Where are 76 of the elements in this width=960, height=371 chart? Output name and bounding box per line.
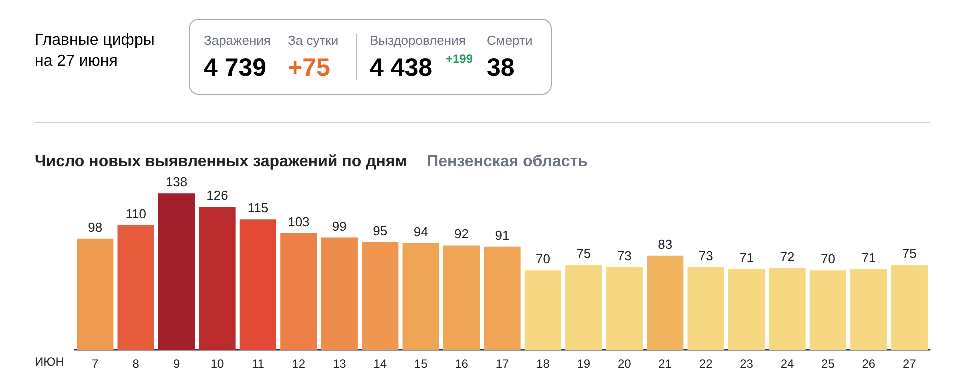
text: 38 <box>487 54 515 83</box>
data-label: 71 <box>740 250 754 266</box>
text: 4 739 <box>204 54 267 83</box>
bar <box>524 270 562 350</box>
bar <box>850 270 888 350</box>
data-label: 99 <box>332 218 347 234</box>
bar <box>118 225 154 350</box>
bar <box>280 233 318 350</box>
x-tick-label: 12 <box>292 357 306 371</box>
data-label: 71 <box>862 250 876 266</box>
text: Заражения <box>204 33 271 48</box>
bar <box>728 270 766 350</box>
bar <box>158 194 196 350</box>
x-tick-label: 11 <box>252 357 265 371</box>
text: Смерти <box>487 33 533 48</box>
x-tick-label: 19 <box>577 357 591 371</box>
data-label: 98 <box>88 220 103 235</box>
x-tick-label: 23 <box>740 357 754 371</box>
data-label: 83 <box>658 236 673 252</box>
bar <box>688 267 724 350</box>
bar <box>810 270 847 350</box>
data-label: 75 <box>576 246 592 261</box>
x-tick-label: 18 <box>536 357 550 371</box>
bar <box>647 256 684 350</box>
x-tick-label: 8 <box>132 357 140 371</box>
x-tick-label: 26 <box>862 357 876 371</box>
bar <box>606 267 643 350</box>
x-tick-label: 13 <box>332 357 347 371</box>
data-label: 73 <box>698 248 714 264</box>
x-tick-label: 17 <box>496 357 510 371</box>
x-tick-label: 15 <box>414 357 428 371</box>
data-label: 94 <box>414 224 428 240</box>
bar <box>484 246 521 350</box>
text: +75 <box>288 54 330 83</box>
x-tick-label: 20 <box>618 357 632 371</box>
x-tick-label: 24 <box>780 357 794 371</box>
data-label: 110 <box>126 206 146 222</box>
chart-title: Число новых выявленных заражений по дням <box>35 154 408 170</box>
bar <box>402 243 440 350</box>
data-label: 70 <box>536 252 550 267</box>
bar <box>240 220 277 350</box>
data-label: 72 <box>780 249 795 264</box>
x-tick-label: 16 <box>455 357 469 371</box>
x-tick-label: 9 <box>173 357 180 371</box>
text: Главные цифры на 27 июня <box>35 31 156 72</box>
data-label: 73 <box>617 248 632 264</box>
text: 4 438 <box>370 54 433 83</box>
bar <box>566 265 602 350</box>
bar <box>769 268 806 350</box>
bar <box>321 238 358 350</box>
x-tick-label: 22 <box>699 357 714 371</box>
x-tick-label: 14 <box>374 357 388 371</box>
bar <box>443 246 480 350</box>
data-label: 91 <box>495 228 510 243</box>
data-label: 70 <box>820 252 836 267</box>
bar <box>891 265 928 350</box>
x-tick-label: 27 <box>902 357 917 371</box>
x-tick-label: 10 <box>210 357 224 371</box>
x-axis-title: ИЮН <box>35 355 64 369</box>
data-label: 103 <box>288 214 310 230</box>
x-tick-label: 21 <box>658 357 672 371</box>
data-label: 92 <box>454 226 470 242</box>
bar <box>199 207 236 350</box>
chart-subtitle: Пензенская область <box>427 154 588 170</box>
data-label: 138 <box>166 174 188 190</box>
data-label: 115 <box>248 200 269 216</box>
x-tick-label: 25 <box>822 357 836 371</box>
text: За сутки <box>288 33 339 48</box>
text: Выздоровления <box>370 33 466 48</box>
bar <box>362 242 399 350</box>
bar <box>77 238 114 350</box>
text: +199 <box>446 52 474 66</box>
data-label: 75 <box>902 246 917 261</box>
x-tick-label: 7 <box>92 357 100 371</box>
data-label: 126 <box>206 188 228 204</box>
data-label: 95 <box>373 223 388 238</box>
